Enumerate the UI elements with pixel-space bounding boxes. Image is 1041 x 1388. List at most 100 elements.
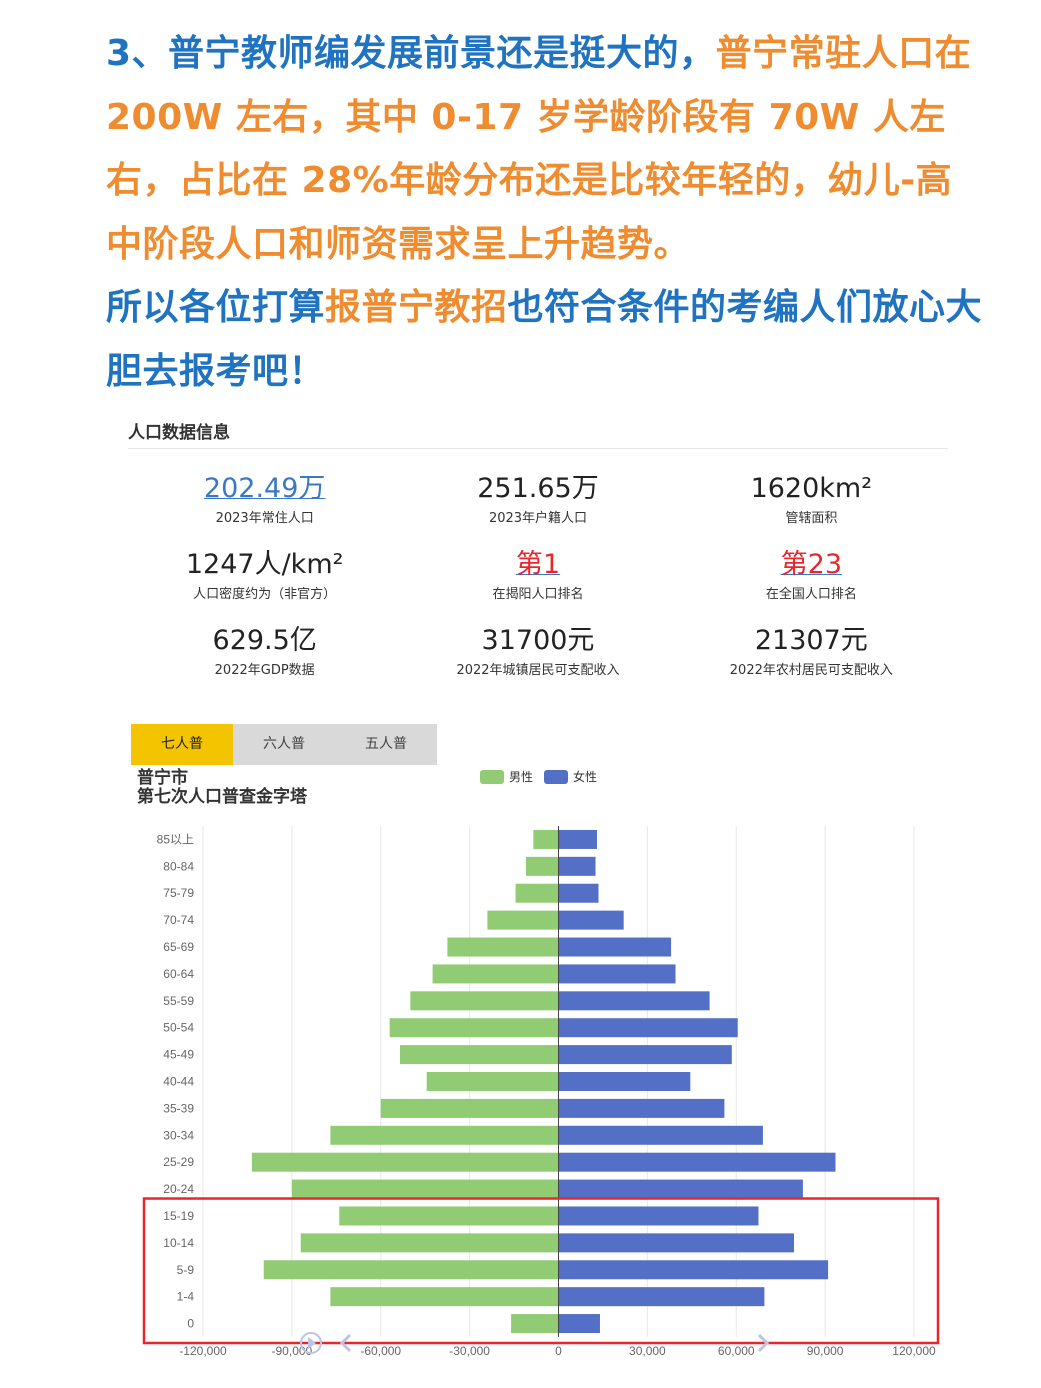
y-tick-label: 60-64 [163,967,194,981]
x-tick-label: 120,000 [892,1344,936,1358]
female-bar [558,829,598,849]
stat-value[interactable]: 第1 [515,549,561,580]
y-tick-label: 5-9 [177,1263,195,1277]
y-tick-label: 10-14 [163,1236,194,1250]
school-age-highlight-box [142,1197,940,1345]
stat-registered-population: 251.65万 2023年户籍人口 [401,472,674,528]
x-tick-label: 60,000 [718,1344,755,1358]
headline-orange-1: 普宁常驻人口在 200W 左右，其中 0-17 岁学龄阶段有 70W 人左右，占… [106,33,972,265]
male-bar [487,910,559,930]
female-bar [558,856,596,876]
male-bar [339,1206,559,1226]
female-bar [558,910,624,930]
y-tick-label: 30-34 [163,1128,194,1142]
female-bar [558,1260,829,1280]
x-tick-label: 0 [555,1344,562,1358]
stat-value: 1247人/km² [185,549,344,580]
tab-sixth-census[interactable]: 六人普 [263,736,305,752]
stat-label: 管辖面积 [785,511,838,526]
male-bar [251,1152,559,1172]
female-bar [558,883,599,903]
tab-fifth-census[interactable]: 五人普 [365,736,407,752]
female-bar [558,1314,600,1334]
stat-national-rank: 第23 在全国人口排名 [675,548,948,604]
stat-gdp: 629.5亿 2022年GDP数据 [128,624,401,680]
population-pyramid-chart: -120,000 -90,000 -60,000 -30,000 0 30,000 60,0… [142,769,940,1358]
prev-arrow-icon[interactable] [339,1333,352,1353]
tab-seventh-census[interactable]: 七人普 [131,724,233,765]
section-divider [128,448,948,449]
y-tick-label: 20-24 [163,1182,194,1196]
stat-value: 31700元 [481,625,595,656]
y-tick-label: 70-74 [163,913,194,927]
male-bar [410,991,559,1011]
chart-title: 普宁市 第七次人口普查金字塔 [137,769,307,807]
stat-value: 1620km² [750,473,873,504]
male-bar [432,964,559,984]
census-tabs: 七人普 六人普 五人普 [131,724,437,765]
legend-male-label: 男性 [509,770,533,784]
legend-male-swatch[interactable] [480,770,504,784]
female-bar [558,964,676,984]
male-bar [525,856,559,876]
stats-grid: 202.49万 2023年常住人口 251.65万 2023年户籍人口 1620… [128,472,948,680]
female-bar [558,1206,759,1226]
male-bar [330,1287,559,1307]
male-bar [426,1072,559,1091]
stat-label: 2022年GDP数据 [214,663,315,678]
stat-label: 2022年城镇居民可支配收入 [456,663,620,678]
female-bar [558,1045,732,1065]
stat-value[interactable]: 202.49万 [203,473,326,504]
male-bar [263,1260,559,1280]
stat-jieyang-rank: 第1 在揭阳人口排名 [401,548,674,604]
stat-value: 251.65万 [477,473,599,504]
stat-resident-population: 202.49万 2023年常住人口 [128,472,401,528]
y-tick-label: 15-19 [163,1209,194,1223]
female-bar [558,937,672,957]
female-bar [558,1152,836,1172]
stat-label: 在全国人口排名 [765,587,857,602]
headline-blue-2: 所以各位打算 [106,287,326,328]
next-arrow-icon[interactable] [757,1333,770,1353]
y-tick-label: 80-84 [163,859,194,873]
stat-value[interactable]: 第23 [780,549,842,580]
stat-label: 2022年农村居民可支配收入 [729,663,893,678]
y-tick-label: 40-44 [163,1075,194,1089]
y-tick-label: 35-39 [163,1101,194,1115]
stat-urban-income: 31700元 2022年城镇居民可支配收入 [401,624,674,680]
male-bar [511,1314,559,1334]
chart-title-line1: 普宁市 [137,768,188,788]
play-control-icon[interactable] [300,1332,322,1354]
legend-female-swatch[interactable] [544,770,568,784]
x-tick-label: -60,000 [360,1344,401,1358]
stat-area: 1620km² 管辖面积 [675,472,948,528]
male-bar [447,937,559,957]
y-tick-label: 1-4 [177,1290,195,1304]
headline: 3、普宁教师编发展前景还是挺大的，普宁常驻人口在 200W 左右，其中 0-17… [106,22,986,403]
female-bar [558,1179,803,1199]
y-tick-label: 85以上 [157,832,194,846]
y-tick-label: 75-79 [163,886,194,900]
male-bar [330,1125,559,1145]
x-tick-label: 30,000 [629,1344,666,1358]
stat-label: 在揭阳人口排名 [492,587,584,602]
play-triangle-icon [308,1337,316,1349]
male-bar [389,1018,559,1038]
y-tick-label: 0 [187,1317,194,1331]
x-tick-label: 90,000 [807,1344,844,1358]
stat-label: 2023年户籍人口 [488,511,588,526]
male-bar [291,1179,559,1199]
female-bar [558,1072,691,1091]
stat-value: 629.5亿 [212,625,317,656]
female-bar [558,1287,765,1307]
info-section-title: 人口数据信息 [128,423,230,443]
female-bar [558,1098,725,1118]
y-tick-label: 50-54 [163,1021,194,1035]
chart-title-line2: 第七次人口普查金字塔 [137,787,307,807]
y-tick-label: 55-59 [163,994,194,1008]
headline-blue-3: 也符合条件的考编人们放心大胆去报考吧！ [106,287,983,392]
y-tick-label: 45-49 [163,1048,194,1062]
stat-density: 1247人/km² 人口密度约为（非官方） [128,548,401,604]
y-tick-label: 65-69 [163,940,194,954]
male-bar [300,1233,559,1253]
